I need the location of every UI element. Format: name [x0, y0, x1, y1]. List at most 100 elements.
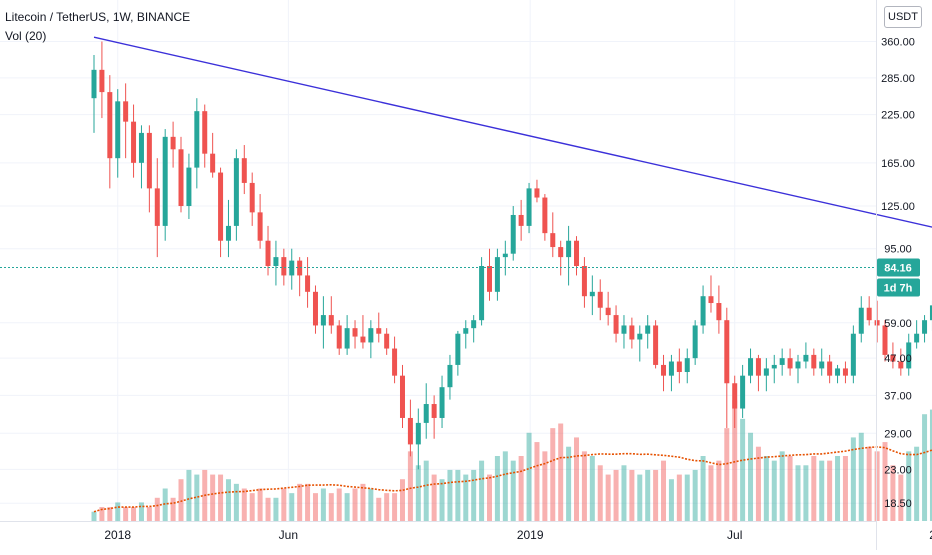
- candle: [495, 249, 500, 301]
- countdown-label: 1d 7h: [877, 279, 920, 297]
- candle: [653, 320, 658, 368]
- candle-body: [527, 188, 532, 226]
- candle-body: [827, 362, 832, 376]
- volume-bar: [226, 479, 231, 521]
- volume-bar: [637, 475, 642, 521]
- volume-bar: [748, 433, 753, 521]
- candle-body: [606, 308, 611, 315]
- candle-body: [614, 315, 619, 334]
- volume-bar: [273, 498, 278, 521]
- candle-body: [440, 387, 445, 418]
- candle: [202, 105, 207, 168]
- candle-body: [550, 233, 555, 247]
- price-tick-label: 285.00: [881, 73, 915, 85]
- candle-body: [186, 168, 191, 206]
- candle: [123, 83, 128, 158]
- candle-body: [740, 376, 745, 409]
- candle: [795, 355, 800, 383]
- volume-bar: [321, 489, 326, 522]
- candle-body: [914, 334, 919, 343]
- volume-bar: [337, 489, 342, 522]
- candle-body: [724, 320, 729, 383]
- currency-button[interactable]: USDT: [884, 6, 922, 28]
- candle-body: [376, 328, 381, 334]
- candle: [368, 320, 373, 358]
- candle: [724, 308, 729, 428]
- volume-bar: [305, 484, 310, 521]
- candle-body: [883, 325, 888, 354]
- volume-bar: [606, 475, 611, 521]
- candle: [471, 315, 476, 342]
- candle: [289, 249, 294, 290]
- candle-body: [471, 320, 476, 328]
- candle: [542, 194, 547, 241]
- candle-body: [748, 358, 753, 375]
- candle-body: [194, 111, 199, 167]
- candle-body: [392, 349, 397, 376]
- candle-body: [432, 404, 437, 418]
- volume-bar: [155, 498, 160, 521]
- candle-body: [384, 334, 389, 349]
- price-tick-label: 125.00: [881, 201, 915, 213]
- candle: [179, 137, 184, 213]
- volume-bar: [519, 456, 524, 521]
- volume-bar: [835, 456, 840, 521]
- candle-body: [360, 337, 365, 343]
- candle: [629, 318, 634, 349]
- volume-bar: [819, 461, 824, 521]
- candle-body: [534, 188, 539, 197]
- candle: [645, 315, 650, 348]
- volume-bar: [179, 479, 184, 521]
- volume-bar: [803, 465, 808, 521]
- candle: [424, 383, 429, 438]
- candle-body: [337, 325, 342, 348]
- candle: [297, 257, 302, 296]
- candle: [487, 249, 492, 301]
- candle: [250, 173, 255, 226]
- grid: [0, 0, 932, 521]
- candle-body: [843, 368, 848, 375]
- candle: [740, 365, 745, 418]
- candle: [772, 355, 777, 383]
- candle: [819, 349, 824, 376]
- candle: [534, 180, 539, 203]
- candle: [392, 337, 397, 384]
- symbol-title[interactable]: Litecoin / TetherUS, 1W, BINANCE: [5, 10, 190, 24]
- candle: [550, 212, 555, 257]
- time-axis[interactable]: 2018Jun2019Jul2020Jul2021Jun2022: [104, 528, 932, 542]
- countdown-value: 1d 7h: [884, 283, 913, 295]
- candle: [827, 355, 832, 383]
- candle: [432, 395, 437, 438]
- last-price-value: 84.16: [884, 263, 912, 275]
- volume-bar: [724, 428, 729, 521]
- volume-bar: [432, 475, 437, 521]
- candle-body: [155, 188, 160, 226]
- candle: [258, 194, 263, 249]
- volume-bar: [440, 479, 445, 521]
- candle: [376, 313, 381, 343]
- price-tick-label: 29.00: [884, 428, 912, 440]
- volume-indicator-label[interactable]: Vol (20): [5, 29, 46, 43]
- candle: [788, 349, 793, 376]
- candle-body: [503, 254, 508, 257]
- volume-bar: [139, 502, 144, 521]
- volume-bar: [360, 484, 365, 521]
- candle-body: [875, 320, 880, 325]
- candle-body: [495, 257, 500, 292]
- volume-bar: [669, 479, 674, 521]
- volume-bar: [542, 451, 547, 521]
- volume-bar: [447, 470, 452, 521]
- candle: [218, 168, 223, 257]
- last-price-label: 84.16: [877, 259, 920, 277]
- candle-body: [701, 296, 706, 325]
- candle-body: [273, 257, 278, 266]
- candle: [756, 355, 761, 391]
- candle: [527, 183, 532, 233]
- candle: [843, 362, 848, 384]
- candle-body: [851, 334, 856, 376]
- volume-bar: [376, 498, 381, 521]
- candle: [329, 296, 334, 334]
- candle-body: [234, 158, 239, 226]
- candle-body: [693, 325, 698, 358]
